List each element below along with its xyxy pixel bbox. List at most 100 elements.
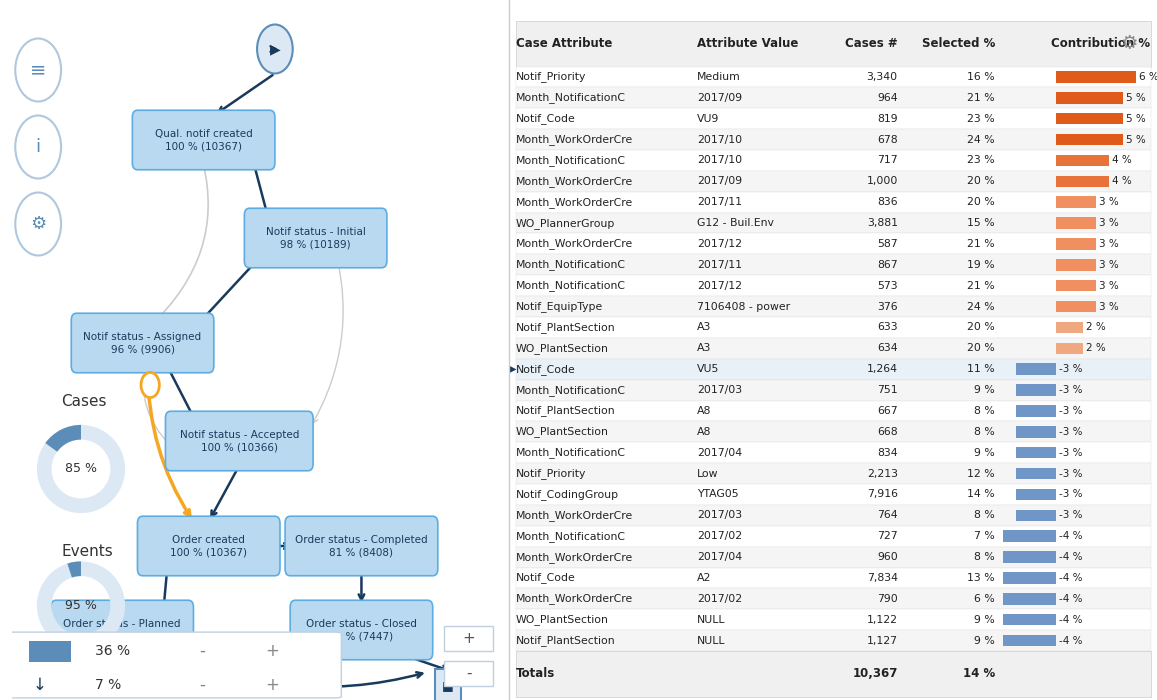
FancyBboxPatch shape (516, 108, 1150, 129)
FancyBboxPatch shape (244, 209, 386, 267)
Text: 2017/04: 2017/04 (697, 552, 742, 562)
Text: Month_NotificationC: Month_NotificationC (516, 447, 626, 458)
Text: 790: 790 (877, 594, 898, 604)
Text: A8: A8 (697, 427, 712, 437)
FancyBboxPatch shape (516, 213, 1150, 234)
FancyBboxPatch shape (1056, 92, 1122, 104)
FancyBboxPatch shape (516, 589, 1150, 609)
Text: -3 %: -3 % (1059, 406, 1083, 416)
FancyBboxPatch shape (516, 338, 1150, 358)
Text: 2 %: 2 % (1085, 323, 1106, 332)
Wedge shape (37, 425, 125, 513)
Text: 20 %: 20 % (967, 323, 995, 332)
Wedge shape (67, 561, 81, 577)
Text: 2,213: 2,213 (867, 468, 898, 479)
Text: 8 %: 8 % (974, 406, 995, 416)
FancyBboxPatch shape (516, 526, 1150, 547)
Text: 9 %: 9 % (974, 385, 995, 395)
FancyBboxPatch shape (1056, 197, 1096, 208)
Text: 14 %: 14 % (967, 489, 995, 499)
FancyBboxPatch shape (1003, 552, 1056, 563)
Text: Order created
100 % (10367): Order created 100 % (10367) (170, 535, 248, 557)
Text: 21 %: 21 % (967, 239, 995, 249)
FancyBboxPatch shape (1056, 322, 1083, 333)
Text: 3,340: 3,340 (867, 72, 898, 82)
Text: 9 %: 9 % (974, 615, 995, 624)
Text: 634: 634 (877, 343, 898, 354)
Text: 7,916: 7,916 (867, 489, 898, 499)
Text: -4 %: -4 % (1059, 573, 1083, 583)
Text: -4 %: -4 % (1059, 594, 1083, 604)
Text: Notif_Code: Notif_Code (516, 573, 575, 583)
FancyBboxPatch shape (516, 442, 1150, 463)
FancyBboxPatch shape (1003, 572, 1056, 584)
Text: Case Attribute: Case Attribute (516, 37, 612, 50)
Text: Month_NotificationC: Month_NotificationC (516, 384, 626, 395)
Text: 7 %: 7 % (974, 531, 995, 541)
Text: 1,264: 1,264 (867, 364, 898, 374)
Text: 14 %: 14 % (963, 667, 995, 680)
FancyBboxPatch shape (516, 421, 1150, 442)
FancyBboxPatch shape (516, 129, 1150, 150)
FancyBboxPatch shape (1056, 342, 1083, 354)
Text: WO_PlantSection: WO_PlantSection (516, 343, 609, 354)
FancyBboxPatch shape (1056, 155, 1110, 166)
Text: Contribution %: Contribution % (1052, 37, 1150, 50)
FancyBboxPatch shape (516, 254, 1150, 275)
FancyBboxPatch shape (516, 317, 1150, 338)
Text: 6 %: 6 % (974, 594, 995, 604)
Text: ≡: ≡ (30, 60, 46, 80)
Text: 727: 727 (877, 531, 898, 541)
Text: Notif_PlantSection: Notif_PlantSection (516, 322, 616, 333)
FancyBboxPatch shape (516, 463, 1150, 484)
FancyBboxPatch shape (1056, 71, 1136, 83)
FancyBboxPatch shape (132, 110, 275, 170)
Text: 764: 764 (877, 510, 898, 520)
FancyBboxPatch shape (516, 630, 1150, 651)
FancyBboxPatch shape (1056, 217, 1096, 229)
FancyBboxPatch shape (516, 505, 1150, 526)
Text: NULL: NULL (697, 615, 725, 624)
Text: ⚙: ⚙ (1120, 34, 1137, 53)
Text: 2017/03: 2017/03 (697, 385, 742, 395)
Text: 587: 587 (877, 239, 898, 249)
Text: 573: 573 (877, 281, 898, 290)
FancyBboxPatch shape (1016, 426, 1056, 438)
FancyBboxPatch shape (516, 484, 1150, 505)
Text: Medium: Medium (697, 72, 740, 82)
Text: 4 %: 4 % (1113, 155, 1133, 165)
Text: 2017/12: 2017/12 (697, 281, 742, 290)
Text: -4 %: -4 % (1059, 615, 1083, 624)
Text: 9 %: 9 % (974, 636, 995, 645)
Text: 16 %: 16 % (967, 72, 995, 82)
Text: 834: 834 (877, 448, 898, 458)
FancyBboxPatch shape (1056, 134, 1122, 146)
Text: 3 %: 3 % (1099, 218, 1119, 228)
FancyBboxPatch shape (138, 517, 280, 575)
FancyBboxPatch shape (1016, 363, 1056, 375)
FancyBboxPatch shape (516, 171, 1150, 192)
Text: -4 %: -4 % (1059, 552, 1083, 562)
Text: Notif_PlantSection: Notif_PlantSection (516, 405, 616, 416)
FancyBboxPatch shape (1016, 405, 1056, 416)
Text: 9 %: 9 % (974, 448, 995, 458)
Text: Month_NotificationC: Month_NotificationC (516, 280, 626, 291)
FancyBboxPatch shape (1056, 113, 1122, 125)
Text: 3 %: 3 % (1099, 260, 1119, 270)
Text: 2017/03: 2017/03 (697, 510, 742, 520)
Circle shape (257, 25, 293, 74)
FancyBboxPatch shape (516, 192, 1150, 213)
Text: 7 %: 7 % (95, 678, 121, 692)
Text: 2017/10: 2017/10 (697, 134, 742, 145)
Text: YTAG05: YTAG05 (697, 489, 738, 499)
FancyBboxPatch shape (1003, 635, 1056, 646)
Text: G12 - Buil.Env: G12 - Buil.Env (697, 218, 774, 228)
Text: Order status - Completed
81 % (8408): Order status - Completed 81 % (8408) (295, 535, 428, 557)
Text: +: + (462, 631, 476, 646)
Text: 667: 667 (877, 406, 898, 416)
Text: Events: Events (61, 545, 113, 559)
FancyBboxPatch shape (516, 400, 1150, 421)
FancyBboxPatch shape (516, 275, 1150, 296)
Text: Month_WorkOrderCre: Month_WorkOrderCre (516, 134, 633, 145)
Text: 21 %: 21 % (967, 93, 995, 103)
